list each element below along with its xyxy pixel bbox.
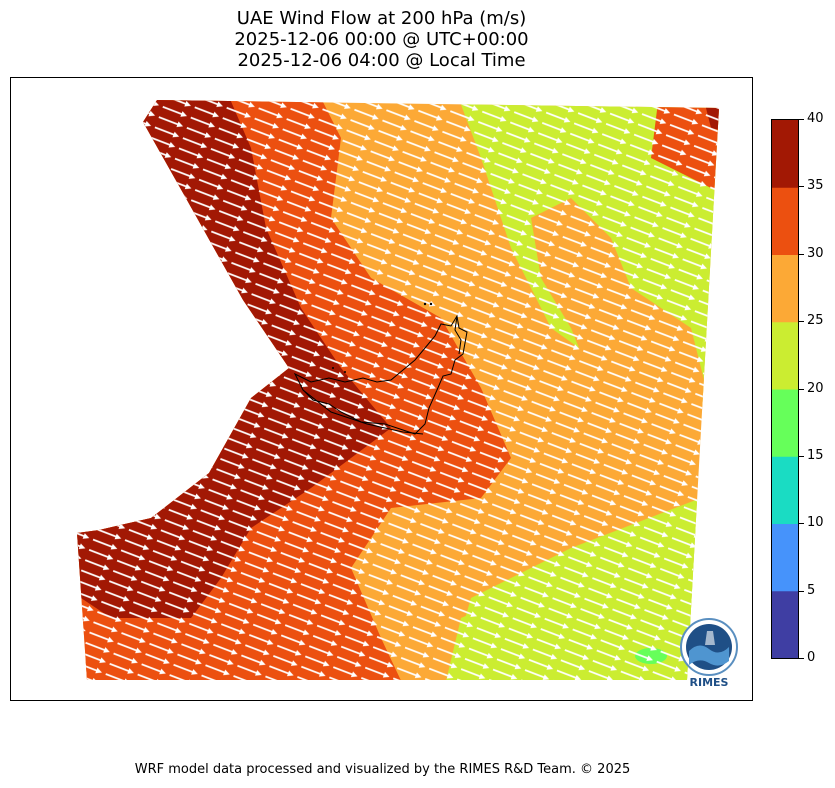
colorbar-tick-mark <box>799 253 804 255</box>
title-line-1: UAE Wind Flow at 200 hPa (m/s) <box>236 8 527 29</box>
title-line-2: 2025-12-06 00:00 @ UTC+00:00 <box>234 29 529 50</box>
colorbar-tick-label: 35 <box>807 178 824 194</box>
colorbar-band <box>772 187 798 255</box>
title-line-3: 2025-12-06 04:00 @ Local Time <box>237 50 526 71</box>
colorbar-tick-mark <box>799 658 804 659</box>
colorbar-tick-mark <box>799 321 804 323</box>
colorbar-tick-mark <box>799 590 804 592</box>
colorbar-band <box>772 456 798 524</box>
colorbar-tick-mark <box>799 523 804 525</box>
logo-text: RIMES <box>690 676 729 689</box>
colorbar-band <box>772 254 798 323</box>
colorbar-tick-label: 5 <box>807 582 816 598</box>
colorbar-tick-mark <box>799 119 804 120</box>
colorbar <box>771 119 799 659</box>
colorbar-band <box>772 120 798 188</box>
wind-vectors <box>77 100 719 680</box>
colorbar-tick-label: 40 <box>807 111 824 126</box>
colorbar-tick-label: 20 <box>807 380 824 396</box>
island-marker <box>423 302 427 306</box>
map-frame <box>10 77 753 701</box>
colorbar-tick-label: 0 <box>807 650 816 665</box>
footer-credit: WRF model data processed and visualized … <box>134 762 631 777</box>
colorbar-bands <box>772 120 798 658</box>
colorbar-tick-label: 10 <box>807 515 824 531</box>
colorbar-tick-mark <box>799 388 804 390</box>
colorbar-band <box>772 389 798 457</box>
colorbar-band <box>772 523 798 592</box>
island-marker <box>344 371 346 373</box>
rimes-logo-icon: RIMES <box>680 618 738 689</box>
uae-border-south <box>302 389 424 435</box>
colorbar-tick-label: 25 <box>807 313 824 329</box>
uae-coastline <box>293 314 468 435</box>
colorbar-tick-mark <box>799 186 804 188</box>
island-marker <box>429 302 433 306</box>
colorbar-band <box>772 321 798 390</box>
colorbar-tick-label: 30 <box>807 245 824 261</box>
colorbar-tick-mark <box>799 455 804 457</box>
island-marker <box>332 367 334 369</box>
colorbar-band <box>772 590 798 658</box>
uae-border-east <box>454 315 462 355</box>
rimes-logo: RIMES <box>679 617 739 689</box>
wind-map <box>77 100 719 680</box>
chart-title: UAE Wind Flow at 200 hPa (m/s) 2025-12-0… <box>10 8 753 71</box>
colorbar-tick-label: 15 <box>807 447 824 463</box>
